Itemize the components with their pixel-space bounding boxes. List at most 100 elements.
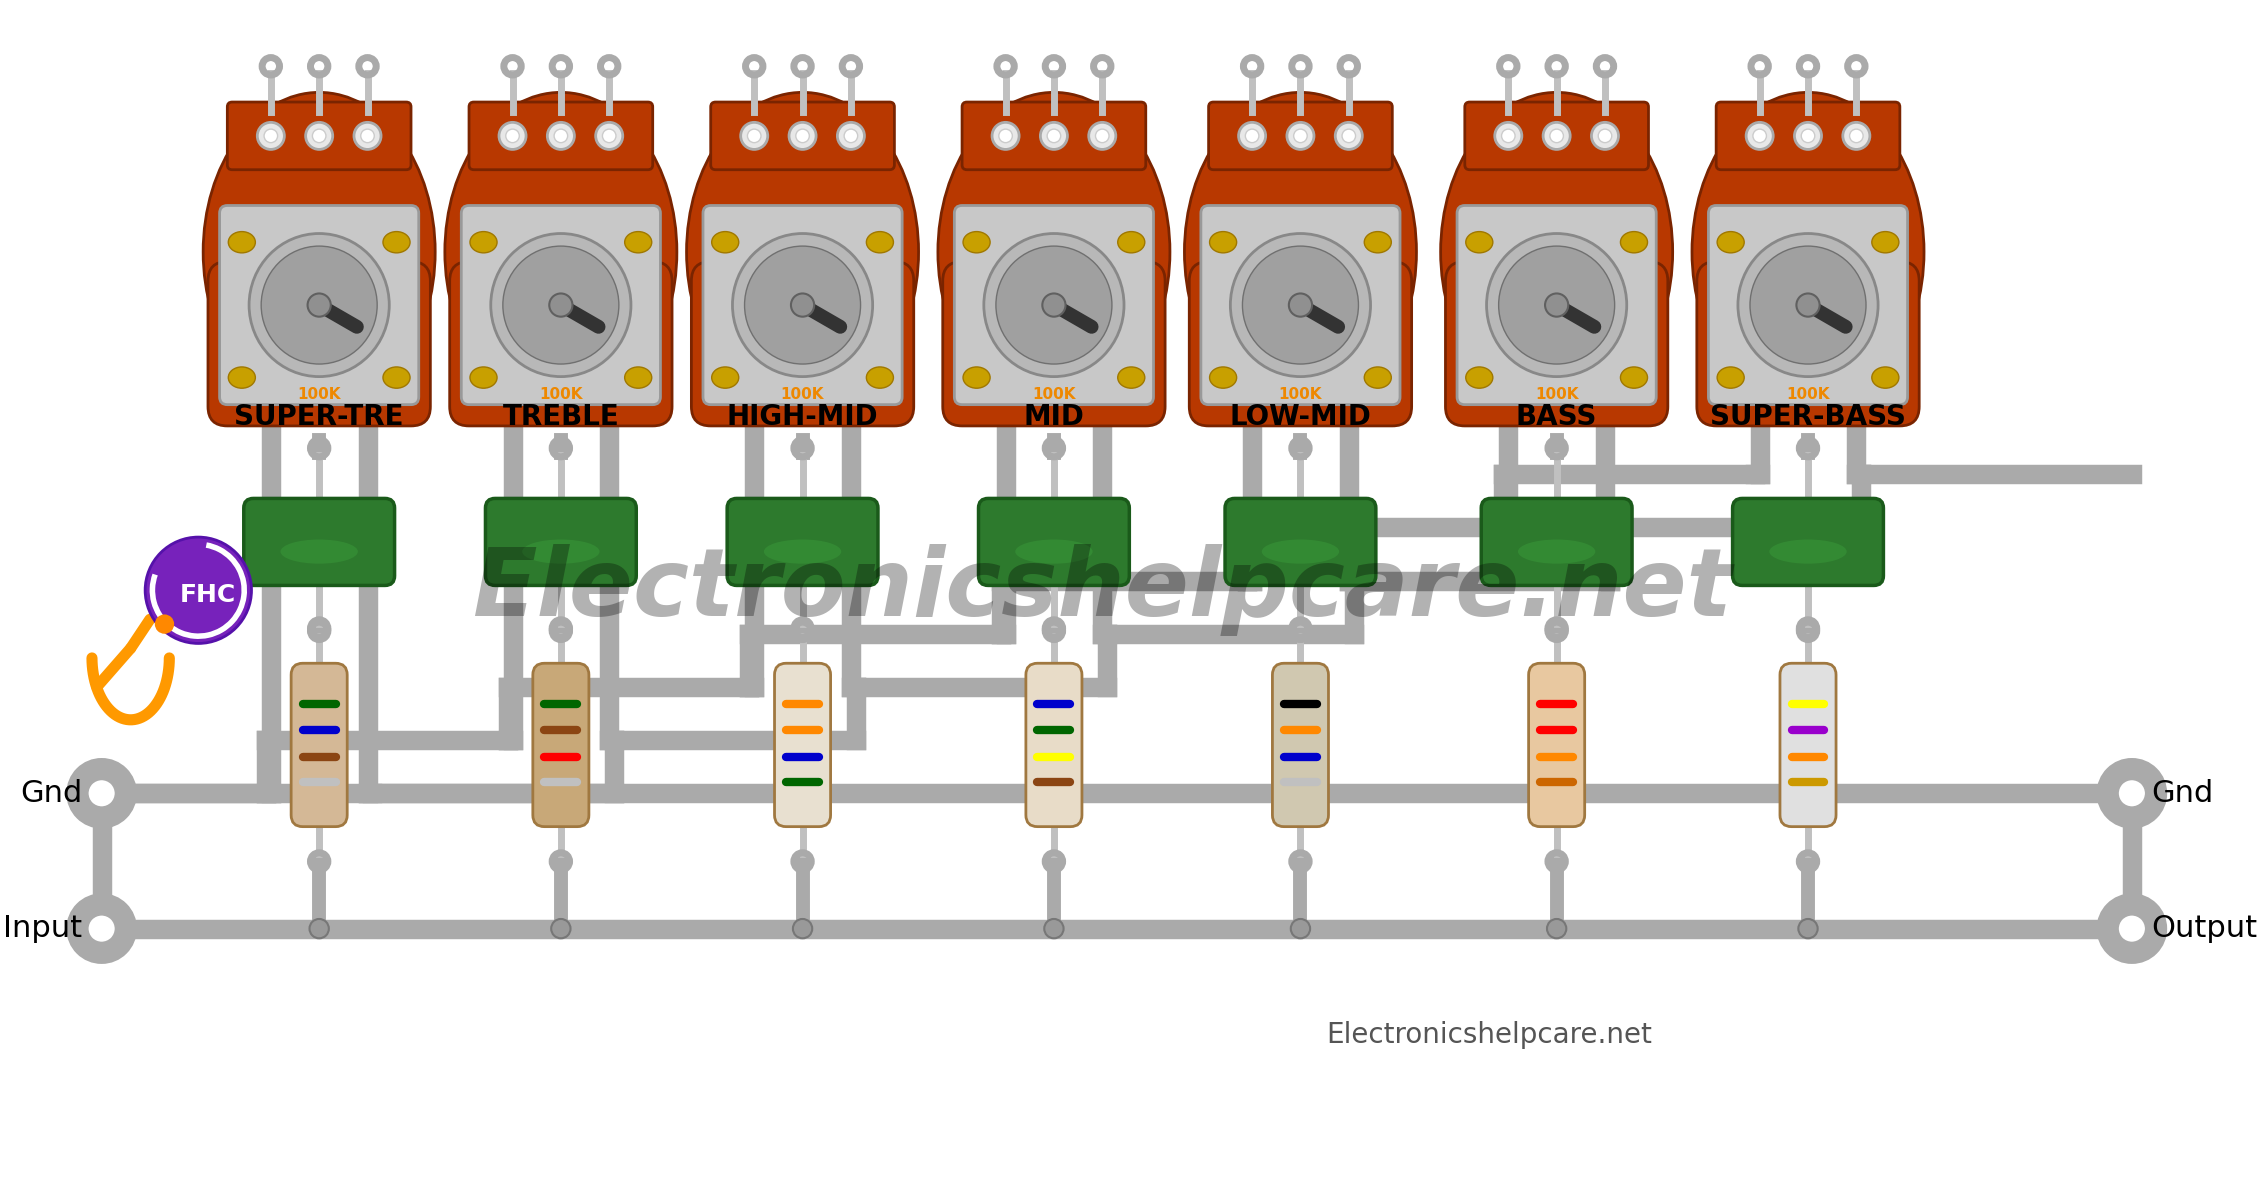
FancyBboxPatch shape <box>1717 102 1901 170</box>
Circle shape <box>844 129 857 142</box>
Ellipse shape <box>1243 246 1359 364</box>
Ellipse shape <box>293 696 345 794</box>
Ellipse shape <box>712 232 739 252</box>
FancyBboxPatch shape <box>1188 262 1411 426</box>
Circle shape <box>1753 129 1767 142</box>
Circle shape <box>1592 122 1619 150</box>
FancyBboxPatch shape <box>1200 206 1399 404</box>
Ellipse shape <box>1016 539 1093 563</box>
Circle shape <box>553 129 567 142</box>
Circle shape <box>77 769 125 817</box>
Ellipse shape <box>1531 696 1583 794</box>
Circle shape <box>154 615 175 634</box>
Ellipse shape <box>281 539 358 563</box>
Ellipse shape <box>1619 367 1647 389</box>
Ellipse shape <box>687 92 919 411</box>
Ellipse shape <box>1440 92 1674 411</box>
Text: 100K: 100K <box>1032 388 1075 403</box>
Circle shape <box>354 122 381 150</box>
Ellipse shape <box>1517 539 1594 563</box>
Circle shape <box>792 293 814 317</box>
FancyBboxPatch shape <box>1465 102 1649 170</box>
Ellipse shape <box>1619 232 1647 252</box>
FancyBboxPatch shape <box>227 102 411 170</box>
FancyBboxPatch shape <box>220 206 420 404</box>
Circle shape <box>313 129 327 142</box>
Circle shape <box>1796 293 1819 317</box>
Ellipse shape <box>1184 92 1418 411</box>
Ellipse shape <box>1783 696 1835 794</box>
Ellipse shape <box>866 367 894 389</box>
Ellipse shape <box>1465 367 1492 389</box>
Ellipse shape <box>1692 92 1923 411</box>
Ellipse shape <box>1365 367 1390 389</box>
Ellipse shape <box>503 246 619 364</box>
Circle shape <box>1286 122 1313 150</box>
Text: HIGH-MID: HIGH-MID <box>726 403 878 431</box>
FancyBboxPatch shape <box>692 262 914 426</box>
Ellipse shape <box>204 92 435 411</box>
Circle shape <box>1844 122 1869 150</box>
Ellipse shape <box>469 232 497 252</box>
Ellipse shape <box>996 246 1111 364</box>
Text: 100K: 100K <box>297 388 340 403</box>
Circle shape <box>1343 129 1356 142</box>
Ellipse shape <box>744 246 860 364</box>
Text: Gnd: Gnd <box>20 779 82 807</box>
Ellipse shape <box>469 367 497 389</box>
Ellipse shape <box>383 367 411 389</box>
Circle shape <box>1043 293 1066 317</box>
FancyBboxPatch shape <box>1225 499 1377 585</box>
Text: MID: MID <box>1023 403 1084 431</box>
Ellipse shape <box>1275 696 1327 794</box>
Circle shape <box>547 122 574 150</box>
Ellipse shape <box>733 233 873 377</box>
Circle shape <box>1290 919 1311 939</box>
Circle shape <box>256 122 284 150</box>
FancyBboxPatch shape <box>1481 499 1633 585</box>
FancyBboxPatch shape <box>1780 664 1837 826</box>
Circle shape <box>742 122 769 150</box>
Circle shape <box>549 293 572 317</box>
FancyBboxPatch shape <box>710 102 894 170</box>
Circle shape <box>1794 122 1821 150</box>
Ellipse shape <box>249 233 390 377</box>
Ellipse shape <box>445 92 676 411</box>
Circle shape <box>145 537 252 643</box>
FancyBboxPatch shape <box>209 262 431 426</box>
Circle shape <box>1288 293 1313 317</box>
Circle shape <box>308 293 331 317</box>
FancyBboxPatch shape <box>728 499 878 585</box>
Circle shape <box>1549 129 1563 142</box>
FancyBboxPatch shape <box>978 499 1129 585</box>
FancyBboxPatch shape <box>243 499 395 585</box>
Circle shape <box>1746 122 1774 150</box>
Circle shape <box>1545 293 1567 317</box>
Text: SUPER-BASS: SUPER-BASS <box>1710 403 1905 431</box>
Ellipse shape <box>624 367 651 389</box>
Circle shape <box>499 122 526 150</box>
Ellipse shape <box>1769 539 1846 563</box>
Ellipse shape <box>764 539 841 563</box>
FancyBboxPatch shape <box>290 664 347 826</box>
FancyBboxPatch shape <box>955 206 1154 404</box>
Text: Input: Input <box>2 914 82 944</box>
Circle shape <box>2107 904 2157 953</box>
Text: Electronicshelpcare.net: Electronicshelpcare.net <box>1327 1021 1651 1049</box>
Ellipse shape <box>1261 539 1338 563</box>
FancyBboxPatch shape <box>943 262 1166 426</box>
Ellipse shape <box>229 367 256 389</box>
Text: SUPER-TRE: SUPER-TRE <box>234 403 404 431</box>
Circle shape <box>998 129 1012 142</box>
Ellipse shape <box>1717 367 1744 389</box>
Circle shape <box>1799 919 1817 939</box>
Circle shape <box>1043 919 1064 939</box>
Circle shape <box>748 129 762 142</box>
Ellipse shape <box>261 246 376 364</box>
FancyBboxPatch shape <box>1733 499 1882 585</box>
FancyBboxPatch shape <box>962 102 1145 170</box>
Circle shape <box>991 122 1018 150</box>
FancyBboxPatch shape <box>449 262 671 426</box>
Ellipse shape <box>522 539 599 563</box>
Ellipse shape <box>1871 232 1898 252</box>
